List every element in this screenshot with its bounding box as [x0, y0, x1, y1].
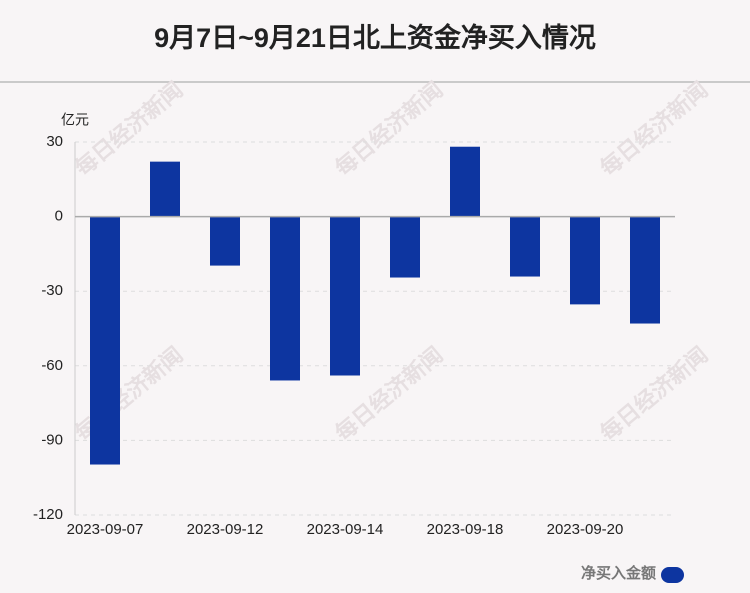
- y-axis-unit: 亿元: [61, 112, 89, 128]
- x-tick-label: 2023-09-20: [547, 521, 624, 538]
- chart-title: 9月7日~9月21日北上资金净买入情况: [154, 22, 596, 53]
- bar: [510, 216, 540, 277]
- bar: [210, 216, 240, 266]
- x-tick-label: 2023-09-14: [307, 521, 384, 538]
- legend-swatch: [661, 567, 684, 583]
- bar: [90, 216, 120, 465]
- y-tick-label: -90: [41, 431, 63, 448]
- bar: [390, 216, 420, 278]
- bar: [270, 216, 300, 381]
- x-tick-label: 2023-09-18: [427, 521, 504, 538]
- y-tick-label: -120: [33, 506, 63, 523]
- bar: [150, 161, 180, 217]
- y-tick-label: 30: [46, 133, 63, 150]
- y-tick-label: -60: [41, 357, 63, 374]
- y-tick-label: 0: [55, 208, 63, 225]
- bar: [330, 216, 360, 376]
- x-tick-label: 2023-09-12: [187, 521, 264, 538]
- legend-label: 净买入金额: [581, 564, 656, 582]
- bar: [570, 216, 600, 305]
- y-tick-label: -30: [41, 282, 63, 299]
- bar: [630, 216, 660, 324]
- bar: [450, 146, 480, 217]
- x-tick-label: 2023-09-07: [67, 521, 144, 538]
